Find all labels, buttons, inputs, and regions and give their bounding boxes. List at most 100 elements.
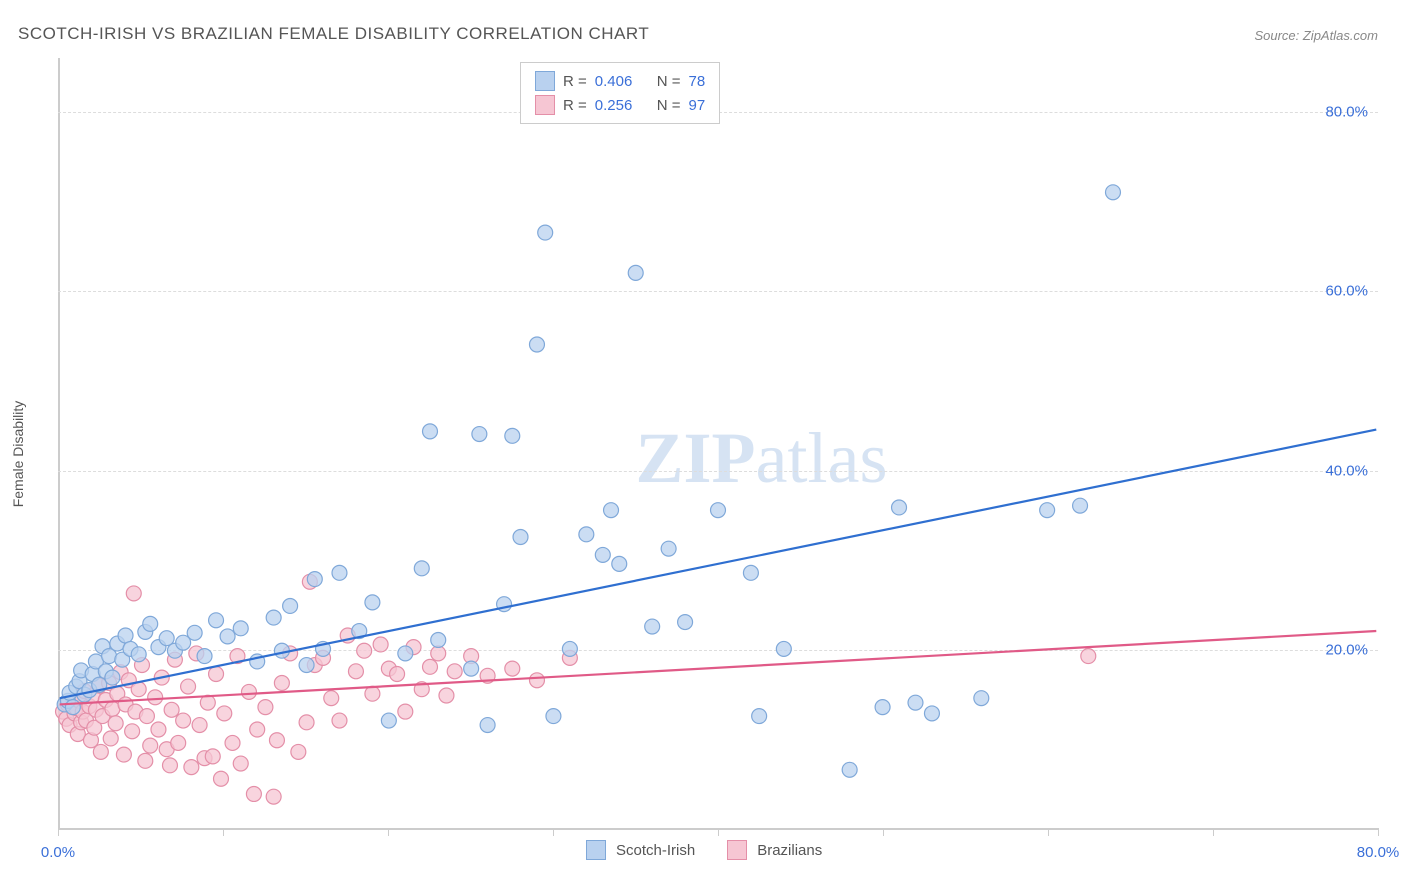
data-point <box>390 667 405 682</box>
source-attribution: Source: ZipAtlas.com <box>1254 28 1378 43</box>
data-point <box>197 649 212 664</box>
data-point <box>595 547 610 562</box>
data-point <box>162 758 177 773</box>
data-point <box>138 753 153 768</box>
data-point <box>125 724 140 739</box>
data-point <box>373 637 388 652</box>
data-point <box>743 565 758 580</box>
data-point <box>579 527 594 542</box>
data-point <box>192 718 207 733</box>
chart-title: SCOTCH-IRISH VS BRAZILIAN FEMALE DISABIL… <box>18 24 649 44</box>
data-point <box>423 659 438 674</box>
data-point <box>1105 185 1120 200</box>
legend-r-label: R = <box>563 73 587 90</box>
data-point <box>176 713 191 728</box>
data-point <box>431 632 446 647</box>
data-point <box>324 691 339 706</box>
data-point <box>126 586 141 601</box>
data-point <box>283 598 298 613</box>
data-point <box>246 786 261 801</box>
data-point <box>381 713 396 728</box>
data-point <box>752 709 767 724</box>
chart-container: SCOTCH-IRISH VS BRAZILIAN FEMALE DISABIL… <box>0 0 1406 892</box>
data-point <box>307 572 322 587</box>
data-point <box>505 428 520 443</box>
y-tick-label: 40.0% <box>1325 462 1368 479</box>
data-point <box>529 337 544 352</box>
data-point <box>151 722 166 737</box>
data-point <box>269 733 284 748</box>
data-point <box>480 718 495 733</box>
data-point <box>924 706 939 721</box>
data-point <box>365 595 380 610</box>
data-point <box>332 713 347 728</box>
data-point <box>214 771 229 786</box>
data-point <box>464 661 479 676</box>
data-point <box>233 756 248 771</box>
data-point <box>348 664 363 679</box>
data-point <box>447 664 462 679</box>
x-tick <box>1378 828 1379 836</box>
data-point <box>678 615 693 630</box>
legend-n-label: N = <box>657 97 681 114</box>
legend-correlation: R = 0.406 N = 78 R =0.256N =97 <box>520 62 720 124</box>
data-point <box>93 744 108 759</box>
data-point <box>209 613 224 628</box>
data-point <box>538 225 553 240</box>
data-point <box>628 265 643 280</box>
x-tick <box>883 828 884 836</box>
legend-n-label: N = <box>657 73 681 90</box>
data-point <box>776 641 791 656</box>
legend-n-value: 78 <box>689 73 706 90</box>
data-point <box>225 735 240 750</box>
data-point <box>711 503 726 518</box>
data-point <box>908 695 923 710</box>
data-point <box>1040 503 1055 518</box>
legend-swatch <box>727 840 747 860</box>
data-point <box>209 667 224 682</box>
plot-area: ZIPatlas R =0.406N =78R =0.256N =97 20.0… <box>58 58 1378 830</box>
data-point <box>220 629 235 644</box>
y-axis-label: Female Disability <box>10 401 26 508</box>
data-point <box>974 691 989 706</box>
data-point <box>205 749 220 764</box>
legend-series: Scotch-IrishBrazilians <box>586 840 844 860</box>
legend-swatch <box>535 95 555 115</box>
data-point <box>546 709 561 724</box>
data-point <box>661 541 676 556</box>
data-point <box>143 738 158 753</box>
data-point <box>164 702 179 717</box>
data-point <box>241 684 256 699</box>
x-tick <box>1213 828 1214 836</box>
legend-swatch <box>586 840 606 860</box>
legend-r-label: R = <box>563 97 587 114</box>
data-point <box>299 658 314 673</box>
x-tick <box>223 828 224 836</box>
data-point <box>266 610 281 625</box>
legend-correlation-row: R =0.256N =97 <box>535 93 705 117</box>
x-axis-max-label: 80.0% <box>1357 844 1400 861</box>
legend-series-label: Brazilians <box>757 842 822 859</box>
data-point <box>171 735 186 750</box>
plot-svg <box>58 58 1378 828</box>
data-point <box>604 503 619 518</box>
data-point <box>103 731 118 746</box>
data-point <box>274 675 289 690</box>
legend-swatch <box>535 71 555 91</box>
data-point <box>357 643 372 658</box>
legend-correlation-row: R = 0.406 N = 78 <box>535 69 705 93</box>
data-point <box>645 619 660 634</box>
data-point <box>562 641 577 656</box>
data-point <box>398 704 413 719</box>
source-prefix: Source: <box>1254 28 1302 43</box>
data-point <box>513 530 528 545</box>
data-point <box>187 625 202 640</box>
data-point <box>291 744 306 759</box>
data-point <box>299 715 314 730</box>
data-point <box>65 700 80 715</box>
data-point <box>365 686 380 701</box>
x-tick <box>718 828 719 836</box>
legend-r-value: 0.406 <box>595 73 649 90</box>
x-axis-min-label: 0.0% <box>41 844 75 861</box>
data-point <box>1081 649 1096 664</box>
